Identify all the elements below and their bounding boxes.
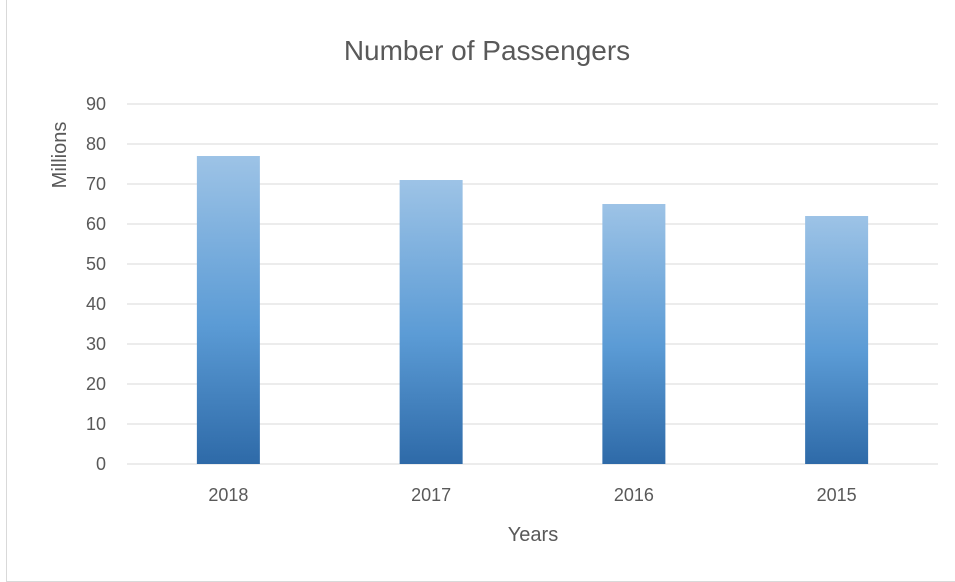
x-tick-label: 2018 [208,485,248,505]
y-tick-label: 30 [86,334,106,354]
bar-2017 [399,180,463,464]
chart-frame [6,0,955,582]
y-axis-tick-labels: 0 10 20 30 40 50 60 70 80 90 [86,94,106,474]
y-tick-label: 60 [86,214,106,234]
x-tick-label: 2015 [817,485,857,505]
y-tick-label: 0 [96,454,106,474]
bars [196,156,869,464]
y-tick-label: 40 [86,294,106,314]
y-tick-label: 70 [86,174,106,194]
x-tick-label: 2017 [411,485,451,505]
y-axis-title: Millions [49,122,71,189]
x-axis-tick-labels: 2018 2017 2016 2015 [208,485,856,505]
y-tick-label: 90 [86,94,106,114]
y-tick-label: 10 [86,414,106,434]
y-tick-label: 20 [86,374,106,394]
bar-2016 [602,204,666,464]
y-tick-label: 80 [86,134,106,154]
y-tick-label: 50 [86,254,106,274]
x-axis-title: Years [508,524,558,546]
x-tick-label: 2016 [614,485,654,505]
gridlines [127,103,938,465]
bar-2015 [805,216,869,464]
bar-2018 [196,156,260,464]
chart-title: Number of Passengers [344,35,630,66]
